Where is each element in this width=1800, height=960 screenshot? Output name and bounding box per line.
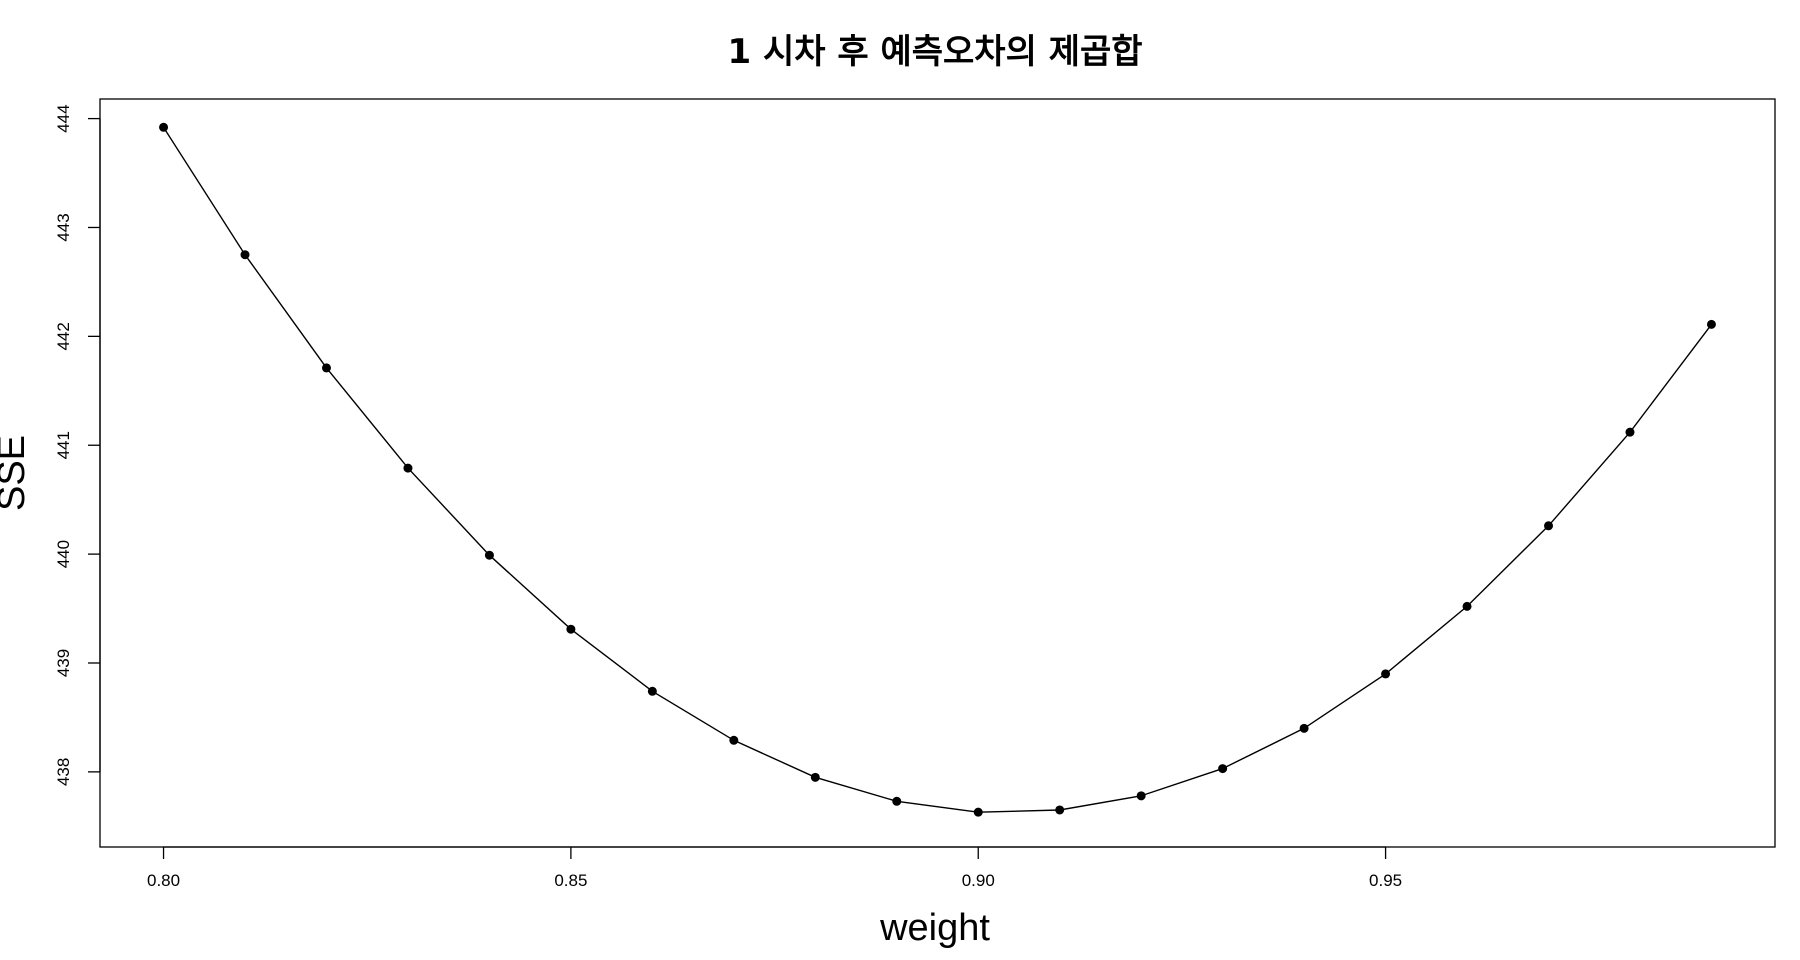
- y-tick-label: 439: [54, 649, 73, 677]
- data-point: [1136, 791, 1146, 801]
- data-point: [1218, 764, 1228, 774]
- y-axis: 438 439 440 441 442 443 444: [54, 104, 101, 786]
- data-point: [1299, 723, 1309, 733]
- data-point: [892, 796, 902, 806]
- y-axis-label: SSE: [0, 435, 33, 511]
- x-tick-label: 0.80: [147, 871, 180, 890]
- data-point: [1055, 805, 1065, 815]
- data-point: [321, 363, 331, 373]
- data-point: [159, 122, 169, 132]
- sse-series-line: [162, 126, 1713, 813]
- data-point: [973, 807, 983, 817]
- data-point: [729, 735, 739, 745]
- x-tick-label: 0.90: [962, 871, 995, 890]
- y-tick-label: 442: [54, 322, 73, 350]
- x-tick-label: 0.85: [554, 871, 587, 890]
- plot-frame: [99, 98, 1776, 848]
- data-point: [1462, 601, 1472, 611]
- data-point: [566, 624, 576, 634]
- y-tick-label: 441: [54, 431, 73, 459]
- data-point: [484, 550, 494, 560]
- data-point: [403, 463, 413, 473]
- sse-series-points: [159, 122, 1716, 817]
- data-point: [1625, 427, 1635, 437]
- data-point: [1706, 319, 1716, 329]
- x-tick-label: 0.95: [1369, 871, 1402, 890]
- data-point: [240, 250, 250, 260]
- y-tick-label: 444: [54, 104, 73, 132]
- data-point: [810, 772, 820, 782]
- data-point: [1544, 521, 1554, 531]
- data-point: [1381, 669, 1391, 679]
- y-tick-label: 438: [54, 758, 73, 786]
- y-tick-label: 443: [54, 213, 73, 241]
- x-axis: 0.80 0.85 0.90 0.95: [147, 846, 1402, 890]
- chart-title: 1 시차 후 예측오차의 제곱합: [727, 32, 1142, 72]
- x-axis-label: weight: [879, 907, 990, 949]
- y-tick-label: 440: [54, 540, 73, 568]
- data-point: [647, 686, 657, 696]
